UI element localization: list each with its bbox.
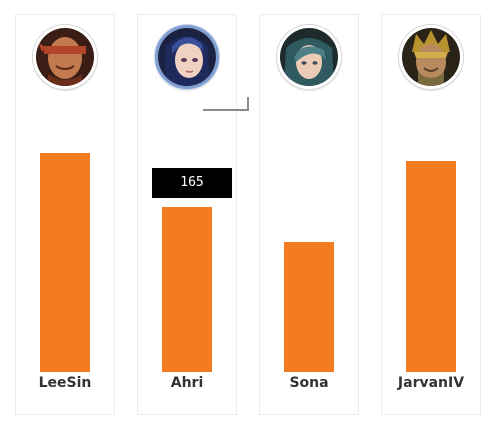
bar-jarvaniv[interactable] <box>406 161 456 372</box>
leesin-portrait-icon[interactable] <box>33 25 97 89</box>
chart-column-jarvaniv[interactable]: JarvanIV <box>381 14 481 415</box>
category-label-leesin: LeeSin <box>38 375 92 391</box>
value-tooltip: 165 <box>152 168 232 198</box>
category-label-ahri: Ahri <box>170 375 204 391</box>
tooltip-connector <box>203 97 249 111</box>
ahri-portrait-icon[interactable] <box>155 25 219 89</box>
bar-ahri[interactable] <box>162 207 212 372</box>
category-label-sona: Sona <box>289 375 329 391</box>
sona-portrait-icon[interactable] <box>277 25 341 89</box>
chart-column-ahri[interactable]: Ahri <box>137 14 237 415</box>
jarvaniv-portrait-icon[interactable] <box>399 25 463 89</box>
category-label-jarvaniv: JarvanIV <box>397 375 465 391</box>
chart-column-sona[interactable]: Sona <box>259 14 359 415</box>
bar-leesin[interactable] <box>40 153 90 372</box>
chart-column-leesin[interactable]: LeeSin <box>15 14 115 415</box>
bar-sona[interactable] <box>284 242 334 372</box>
